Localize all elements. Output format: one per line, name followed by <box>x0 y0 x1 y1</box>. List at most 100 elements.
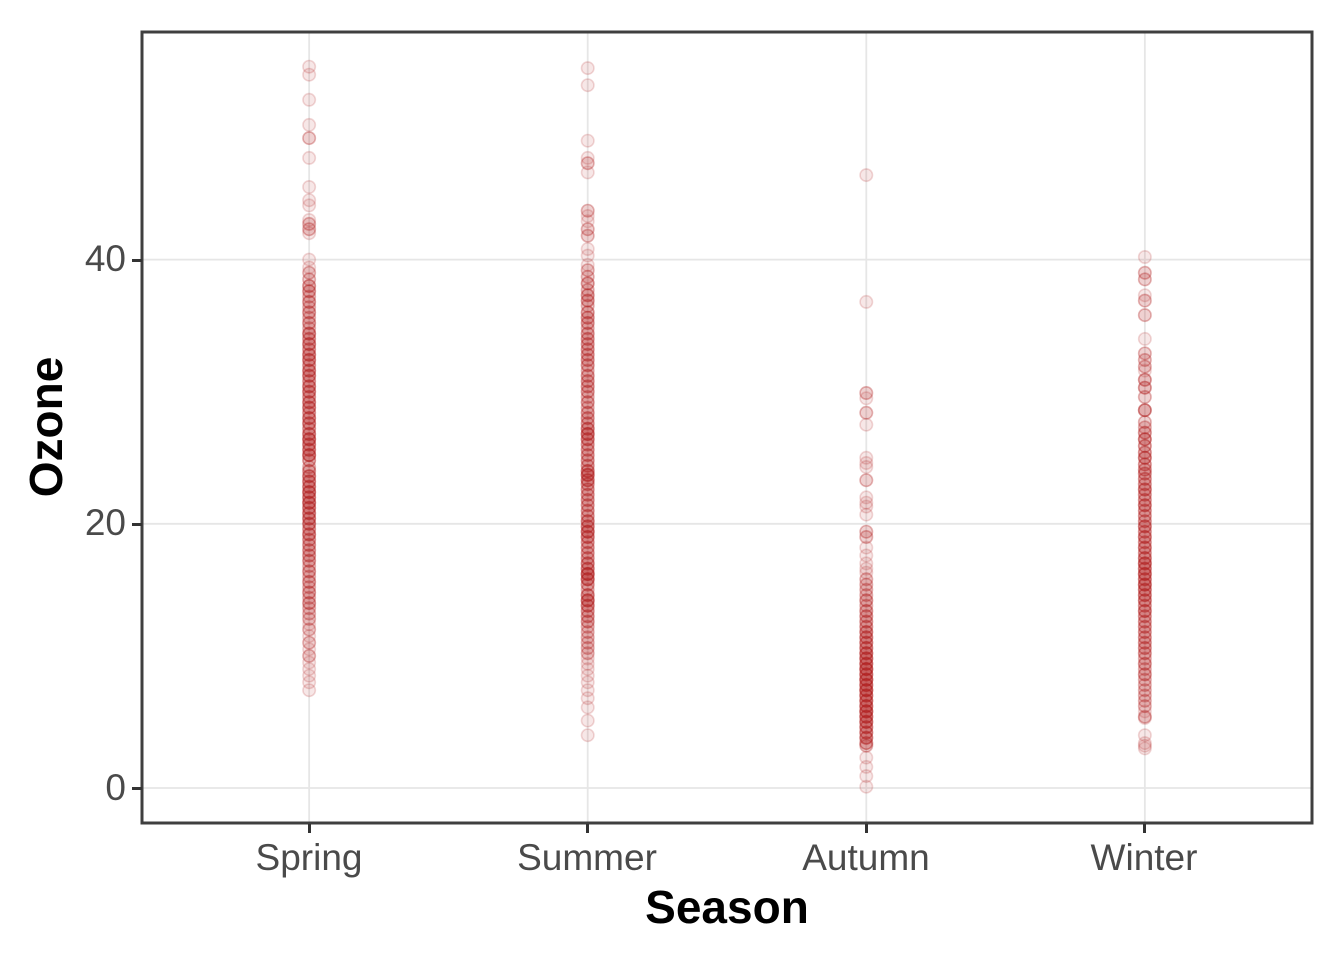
data-point <box>302 131 317 146</box>
data-point <box>1137 403 1152 418</box>
data-point <box>302 321 317 336</box>
data-point <box>302 278 317 293</box>
data-point <box>859 699 874 714</box>
data-point <box>1137 503 1152 518</box>
data-point <box>859 651 874 666</box>
data-point <box>302 337 317 352</box>
data-point <box>859 714 874 729</box>
data-point <box>580 442 595 457</box>
data-point <box>580 572 595 587</box>
data-point <box>302 368 317 383</box>
data-point <box>302 432 317 447</box>
data-point <box>859 667 874 682</box>
data-point <box>1137 438 1152 453</box>
data-point <box>580 482 595 497</box>
data-point <box>859 582 874 597</box>
data-point <box>1137 635 1152 650</box>
data-point <box>1137 609 1152 624</box>
data-point <box>302 463 317 478</box>
data-point <box>859 609 874 624</box>
data-point <box>1137 683 1152 698</box>
data-point <box>1137 588 1152 603</box>
data-point <box>859 688 874 703</box>
data-point <box>302 559 317 574</box>
data-point <box>1137 577 1152 592</box>
data-point <box>580 498 595 513</box>
data-point <box>580 467 595 482</box>
data-point <box>580 416 595 431</box>
data-point <box>302 342 317 357</box>
data-point <box>859 548 874 563</box>
data-point <box>859 720 874 735</box>
data-point <box>580 477 595 492</box>
data-point <box>302 500 317 515</box>
data-point <box>302 265 317 280</box>
data-point <box>1137 667 1152 682</box>
data-point <box>302 474 317 489</box>
data-point <box>859 646 874 661</box>
data-point <box>1137 498 1152 513</box>
data-point <box>580 263 595 278</box>
data-point <box>580 426 595 441</box>
data-point <box>302 559 317 574</box>
data-point <box>580 524 595 539</box>
strip-spring <box>302 59 317 698</box>
data-points <box>302 59 1152 794</box>
data-point <box>302 668 317 683</box>
data-point <box>302 442 317 457</box>
data-point <box>580 683 595 698</box>
data-point <box>580 293 595 308</box>
data-point <box>859 709 874 724</box>
data-point <box>302 474 317 489</box>
data-point <box>580 598 595 613</box>
data-point <box>580 405 595 420</box>
data-point <box>302 421 317 436</box>
data-point <box>580 395 595 410</box>
data-point <box>580 276 595 291</box>
data-point <box>302 300 317 315</box>
data-point <box>1137 432 1152 447</box>
data-point <box>580 651 595 666</box>
data-point <box>580 448 595 463</box>
data-point <box>859 385 874 400</box>
data-point <box>580 668 595 683</box>
data-point <box>1137 462 1152 477</box>
data-point <box>859 779 874 794</box>
data-point <box>302 506 317 521</box>
data-point <box>302 384 317 399</box>
data-point <box>580 691 595 706</box>
data-point <box>859 730 874 745</box>
data-point <box>580 263 595 278</box>
data-point <box>580 326 595 341</box>
data-point <box>580 524 595 539</box>
data-point <box>302 347 317 362</box>
data-point <box>302 400 317 415</box>
data-point <box>580 448 595 463</box>
data-point <box>302 294 317 309</box>
data-point <box>580 614 595 629</box>
data-point <box>1137 693 1152 708</box>
data-point <box>580 556 595 571</box>
data-point <box>580 156 595 171</box>
data-point <box>580 561 595 576</box>
data-point <box>302 516 317 531</box>
data-point <box>580 326 595 341</box>
y-tick-mark-20 <box>132 522 142 526</box>
y-tick-label-40: 40 <box>84 238 126 279</box>
data-point <box>859 609 874 624</box>
data-point <box>580 448 595 463</box>
data-point <box>302 469 317 484</box>
data-point <box>1137 372 1152 387</box>
data-point <box>580 389 595 404</box>
data-point <box>580 395 595 410</box>
data-point <box>302 222 317 237</box>
data-point <box>302 574 317 589</box>
data-point <box>580 222 595 237</box>
data-point <box>1137 529 1152 544</box>
data-point <box>580 405 595 420</box>
data-point <box>859 662 874 677</box>
data-point <box>1137 359 1152 374</box>
data-point <box>302 368 317 383</box>
data-point <box>859 405 874 420</box>
data-point <box>1137 482 1152 497</box>
